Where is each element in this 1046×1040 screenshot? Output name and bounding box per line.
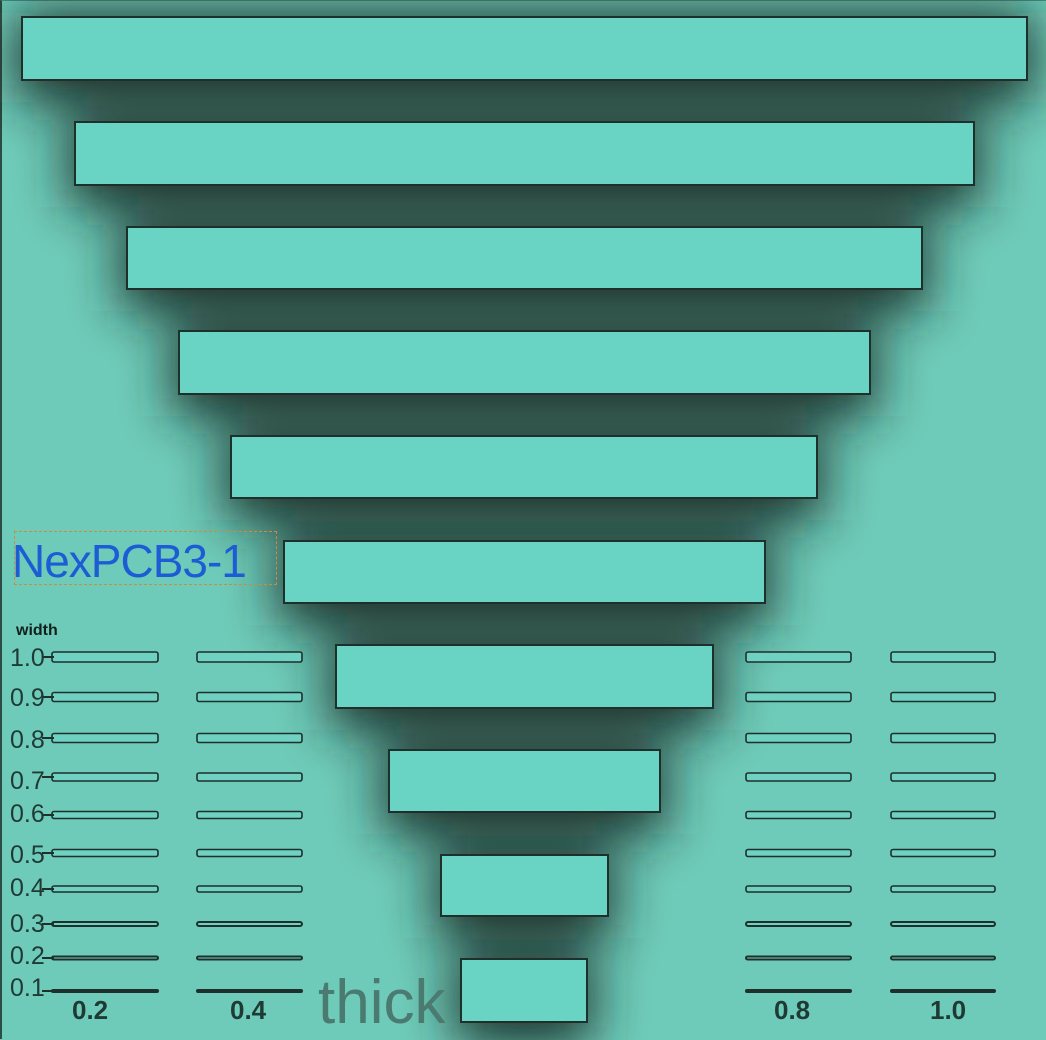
- trace-sample-w0.8-t0.4: [196, 732, 303, 744]
- trace-sample-w0.6-t0.4: [196, 810, 303, 820]
- copper-pad[interactable]: [230, 435, 818, 499]
- trace-sample-w0.3-t0.4: [196, 921, 303, 927]
- trace-sample-w0.2-t0.8: [745, 955, 852, 961]
- trace-sample-w0.1-t0.2: [51, 989, 159, 993]
- trace-sample-w0.1-t1.0: [890, 989, 996, 993]
- trace-sample-w0.9-t0.2: [51, 691, 159, 703]
- trace-sample-w0.4-t1.0: [890, 885, 996, 893]
- copper-pad[interactable]: [21, 16, 1028, 81]
- width-label: 0.6: [10, 800, 45, 828]
- width-label: 0.5: [10, 841, 45, 869]
- trace-sample-w0.3-t0.2: [51, 921, 159, 927]
- trace-sample-w0.2-t1.0: [890, 955, 996, 961]
- width-label: 0.9: [10, 684, 45, 712]
- width-label: 0.1: [10, 974, 45, 1002]
- trace-sample-w0.1-t0.4: [196, 989, 303, 993]
- designator-selection-box[interactable]: [14, 531, 277, 585]
- trace-samples: [42, 651, 996, 993]
- copper-pad[interactable]: [388, 749, 661, 813]
- trace-sample-w0.4-t0.2: [51, 885, 159, 893]
- reference-designator[interactable]: NexPCB3-1: [12, 535, 247, 587]
- width-label: 0.2: [10, 942, 45, 970]
- trace-sample-w0.3-t0.8: [745, 921, 852, 927]
- pad-stack: [21, 16, 1028, 1023]
- trace-sample-w1.0-t0.2: [51, 651, 159, 663]
- thickness-label: 0.8: [774, 995, 811, 1025]
- trace-sample-w0.6-t0.8: [745, 810, 852, 820]
- trace-sample-w0.3-t1.0: [890, 921, 996, 927]
- trace-sample-w0.5-t0.2: [51, 848, 159, 858]
- trace-sample-w0.8-t0.8: [745, 732, 852, 744]
- thickness-label: 0.2: [72, 995, 109, 1025]
- trace-sample-w0.5-t1.0: [890, 848, 996, 858]
- trace-sample-w0.8-t1.0: [890, 732, 996, 744]
- thick-label: thick: [318, 968, 446, 1037]
- width-axis-title: width: [16, 622, 58, 639]
- copper-pad[interactable]: [283, 540, 766, 604]
- copper-pad[interactable]: [460, 958, 588, 1023]
- trace-sample-w0.9-t0.4: [196, 691, 303, 703]
- copper-pad[interactable]: [126, 226, 923, 290]
- copper-pad[interactable]: [178, 330, 871, 395]
- copper-pad[interactable]: [335, 644, 714, 709]
- trace-sample-w0.7-t0.4: [196, 772, 303, 782]
- trace-sample-w0.6-t1.0: [890, 810, 996, 820]
- thickness-label: 0.4: [230, 995, 267, 1025]
- trace-sample-w1.0-t1.0: [890, 651, 996, 663]
- trace-sample-w1.0-t0.8: [745, 651, 852, 663]
- trace-sample-w0.4-t0.8: [745, 885, 852, 893]
- trace-sample-w0.9-t0.8: [745, 691, 852, 703]
- trace-sample-w0.9-t1.0: [890, 691, 996, 703]
- trace-sample-w0.6-t0.2: [51, 810, 159, 820]
- trace-sample-w0.7-t1.0: [890, 772, 996, 782]
- trace-sample-w0.7-t0.2: [51, 772, 159, 782]
- thickness-label: 1.0: [930, 995, 967, 1025]
- trace-sample-w1.0-t0.4: [196, 651, 303, 663]
- copper-pad[interactable]: [440, 854, 609, 917]
- trace-sample-w0.5-t0.4: [196, 848, 303, 858]
- width-label: 0.8: [10, 726, 45, 754]
- copper-pad[interactable]: [74, 121, 975, 186]
- trace-sample-w0.2-t0.2: [51, 955, 159, 961]
- trace-sample-w0.1-t0.8: [745, 989, 852, 993]
- width-label: 0.7: [10, 767, 45, 795]
- width-label: 0.3: [10, 910, 45, 938]
- trace-sample-w0.7-t0.8: [745, 772, 852, 782]
- width-label: 1.0: [10, 644, 45, 672]
- trace-sample-w0.2-t0.4: [196, 955, 303, 961]
- width-label: 0.4: [10, 874, 45, 902]
- trace-sample-w0.8-t0.2: [51, 732, 159, 744]
- trace-sample-w0.4-t0.4: [196, 885, 303, 893]
- trace-sample-w0.5-t0.8: [745, 848, 852, 858]
